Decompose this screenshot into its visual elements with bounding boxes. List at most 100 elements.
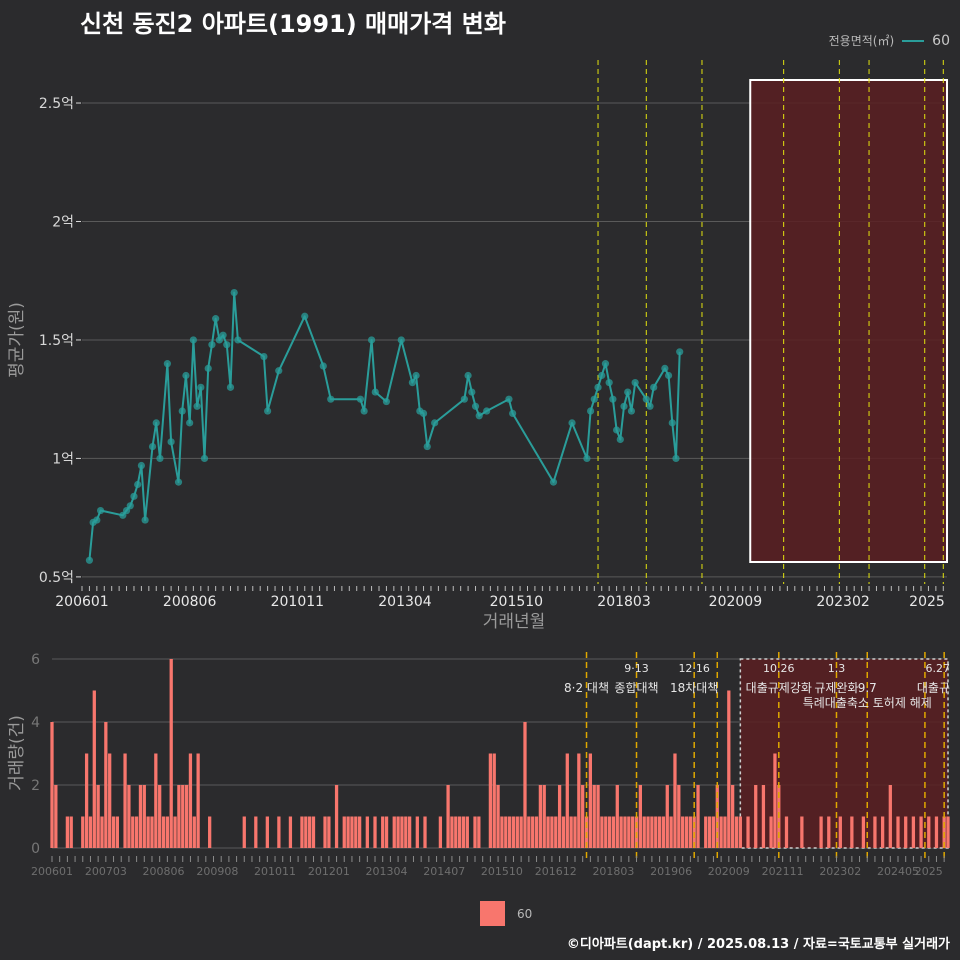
volume-bar [711, 816, 716, 848]
volume-x-tick-label: 201906 [650, 865, 692, 878]
volume-bar [827, 816, 831, 848]
policy-annotation: 대출규제강화 [746, 681, 812, 695]
price-point [620, 402, 628, 410]
volume-bar [154, 753, 158, 848]
volume-bar [723, 816, 727, 848]
page-title: 신천 동진2 아파트(1991) 매매가격 변화 [80, 10, 506, 38]
price-point [460, 395, 468, 403]
volume-bar [673, 753, 677, 848]
volume-x-tick-label: 200601 [31, 865, 73, 878]
price-point [423, 442, 431, 451]
volume-bar [161, 816, 166, 848]
volume-bar [654, 816, 658, 848]
price-x-tick-label: 200601 [55, 594, 108, 610]
volume-bar [111, 816, 116, 848]
volume-bar [642, 816, 646, 848]
volume-bar [181, 785, 185, 848]
volume-bar [354, 816, 358, 848]
volume-bar [646, 816, 650, 848]
volume-bar [927, 816, 931, 848]
volume-bar [108, 753, 112, 848]
volume-bar [631, 816, 635, 848]
volume-bar [334, 785, 339, 848]
price-point [594, 383, 602, 391]
price-point [464, 371, 472, 380]
volume-policy-lines [585, 652, 945, 858]
price-chart: 0.5억 1억 1.5억 2억 2.5억 200601 200806 201011 20130… [7, 60, 949, 632]
volume-bar [819, 816, 823, 848]
volume-bar [873, 816, 877, 848]
volume-bar [592, 785, 596, 848]
volume-bar [669, 816, 673, 848]
price-point [642, 395, 650, 403]
volume-bar [577, 753, 581, 848]
price-point [178, 407, 186, 415]
price-point [360, 407, 368, 415]
volume-x-tick-label: 201803 [592, 865, 634, 878]
price-point [412, 371, 420, 380]
volume-bar [350, 816, 354, 848]
volume-x-tick-label: 202111 [762, 865, 804, 878]
volume-bar [769, 816, 773, 848]
volume-bar [619, 816, 623, 848]
footer-credit: ©디아파트(dapt.kr) / 2025.08.13 / 자료=국토교통부 실… [566, 937, 950, 952]
volume-bar [880, 816, 885, 848]
volume-bar [888, 785, 892, 848]
volume-bar [446, 785, 450, 848]
legend-bar-label: 60 [517, 906, 533, 921]
price-point [234, 336, 242, 344]
volume-bar [454, 816, 458, 848]
volume-bar [473, 816, 477, 848]
volume-bar [627, 816, 631, 848]
volume-x-tick-label: 201011 [254, 865, 296, 878]
legend-line-swatch [902, 39, 925, 42]
volume-bar [542, 785, 546, 848]
volume-bar [934, 816, 939, 848]
price-point [631, 379, 639, 387]
volume-bar [184, 785, 189, 848]
price-point [156, 454, 164, 463]
price-point [197, 383, 205, 391]
volume-bar [523, 722, 527, 848]
price-point [419, 409, 428, 418]
volume-bar [573, 816, 577, 848]
price-point [605, 379, 613, 387]
price-x-tick-label: 201803 [597, 594, 650, 610]
volume-bar [638, 785, 642, 848]
volume-bar [69, 816, 73, 848]
volume-bar [127, 785, 131, 848]
price-y-tick-label: 2억 [52, 214, 74, 230]
volume-bar [384, 816, 389, 848]
volume-bar [196, 753, 200, 848]
volume-bar [688, 816, 692, 848]
price-point [163, 360, 171, 368]
price-x-tick-label: 2025 [909, 594, 945, 610]
price-point [650, 383, 658, 391]
volume-bar [327, 816, 331, 848]
volume-bar [358, 816, 362, 848]
policy-annotation: 8·2 대책 [564, 680, 609, 695]
price-point [601, 360, 610, 368]
policy-annotation: 18차대책 [670, 680, 718, 695]
policy-annotation: 특례대출축소 토허제 해제 [803, 696, 932, 710]
price-point [668, 419, 676, 427]
volume-bar [531, 816, 535, 848]
volume-bar [457, 816, 462, 848]
volume-bar [861, 816, 866, 848]
volume-bar [731, 785, 735, 848]
volume-bar [323, 816, 327, 848]
volume-bar [569, 816, 573, 848]
volume-bar [158, 785, 162, 848]
price-point [208, 341, 216, 349]
price-point [85, 556, 94, 564]
policy-annotation: 12·16 [678, 662, 710, 675]
volume-bar [500, 816, 504, 848]
volume-x-tick-label: 200806 [143, 865, 185, 878]
volume-bar [696, 785, 700, 848]
volume-bar [192, 816, 196, 848]
volume-x-tick-label: 202009 [708, 865, 750, 878]
volume-bar [365, 816, 369, 848]
price-point [212, 315, 220, 323]
volume-bar [396, 816, 400, 848]
